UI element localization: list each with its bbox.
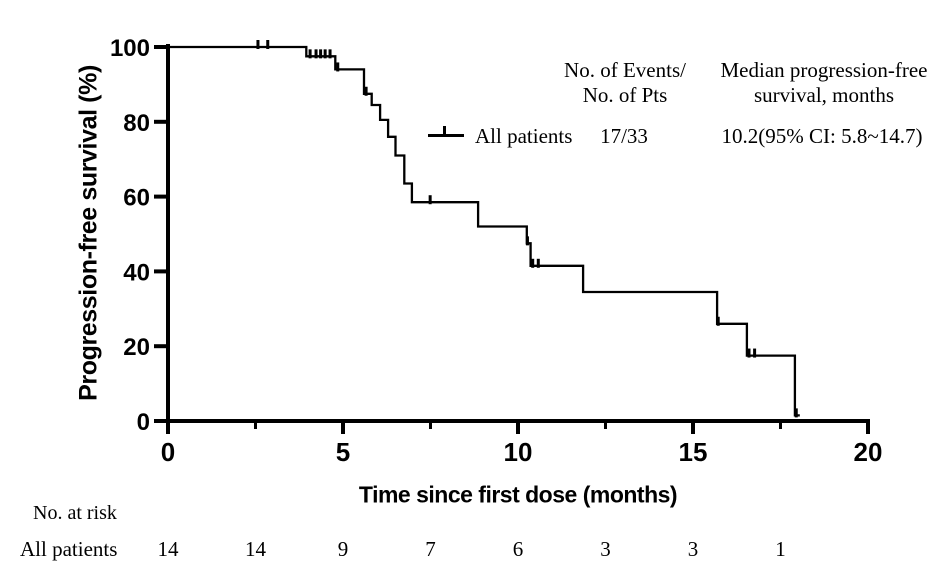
legend-censor-tick (443, 126, 446, 137)
x-tick-label: 10 (504, 437, 533, 467)
legend-series-label: All patients (475, 124, 573, 148)
y-tick-label: 20 (123, 334, 150, 361)
events-value: 17/33 (600, 124, 648, 148)
legend-line (428, 134, 464, 137)
events-column-header: No. of Events/ No. of Pts (564, 58, 686, 108)
risk-count-value: 6 (512, 537, 524, 561)
x-tick-label: 15 (679, 437, 708, 467)
risk-table-row-label: All patients (20, 537, 118, 561)
survival-curve (168, 45, 800, 417)
risk-count-value: 9 (337, 537, 349, 561)
y-tick-label: 0 (137, 409, 150, 436)
events-header-line1: No. of Events/ (564, 58, 686, 82)
y-tick-label: 40 (123, 259, 150, 286)
censor-tick-legend-icon (428, 126, 464, 139)
events-header-line2: No. of Pts (582, 83, 668, 107)
y-tick-label: 60 (123, 185, 150, 212)
y-tick-label: 100 (110, 35, 150, 62)
risk-count-value: 14 (157, 537, 179, 561)
y-tick-label: 80 (123, 110, 150, 137)
risk-count-value: 7 (425, 537, 436, 561)
median-header-line1: Median progression-free (720, 58, 928, 82)
risk-table-title: No. at risk (33, 502, 117, 524)
risk-count-value: 1 (775, 537, 786, 561)
median-column-header: Median progression-free survival, months (720, 58, 927, 108)
risk-counts-row: 14 14 9 7 6 3 3 1 (0, 537, 931, 563)
x-tick-label: 5 (336, 437, 350, 467)
risk-count-value: 3 (687, 537, 699, 561)
risk-count-value: 3 (600, 537, 611, 561)
risk-count-value: 14 (245, 537, 266, 561)
y-axis-title: Progression-free survival (%) (74, 65, 103, 401)
x-axis-title: Time since first dose (months) (358, 481, 678, 508)
x-tick-label: 0 (161, 437, 175, 467)
median-header-line2: survival, months (753, 83, 894, 107)
median-value: 10.2(95% CI: 5.8~14.7) (721, 124, 923, 148)
x-tick-label: 20 (854, 437, 883, 467)
